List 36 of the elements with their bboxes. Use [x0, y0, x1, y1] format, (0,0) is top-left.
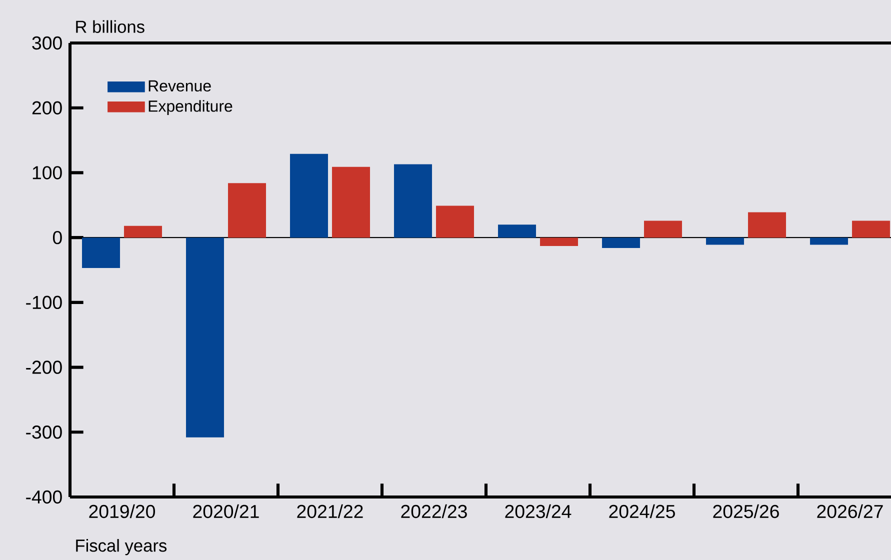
- bar: [498, 224, 536, 238]
- x-tick-label: 2023/24: [505, 504, 572, 518]
- x-tick-label: 2022/23: [401, 504, 467, 518]
- bar: [228, 183, 266, 238]
- bar: [810, 238, 848, 245]
- y-tick-label: 100: [32, 166, 62, 180]
- bar: [852, 220, 890, 238]
- x-tick-label: 2021/22: [297, 504, 363, 518]
- y-tick-label: 300: [32, 36, 62, 50]
- x-tick-label: 2026/27: [817, 504, 883, 518]
- legend-label: Revenue: [148, 80, 211, 92]
- bar: [706, 238, 744, 245]
- y-tick-label: 0: [52, 230, 62, 244]
- x-tick-label: 2019/20: [89, 504, 156, 518]
- x-axis-title: Fiscal years: [76, 539, 167, 556]
- x-tick-label: 2025/26: [713, 504, 779, 518]
- y-tick-label: 200: [32, 101, 62, 114]
- bar: [748, 212, 786, 238]
- y-axis-title: R billions: [76, 20, 144, 33]
- x-tick-label: 2020/21: [193, 504, 259, 518]
- bar: [602, 238, 640, 248]
- y-tick-label: -300: [26, 426, 62, 439]
- x-tick-label: 2024/25: [609, 504, 675, 518]
- bar: [82, 238, 120, 268]
- bar: [332, 166, 370, 238]
- bar: [644, 220, 682, 238]
- y-tick-label: -400: [26, 490, 62, 504]
- bar: [540, 238, 578, 246]
- y-tick-label: -200: [26, 360, 62, 374]
- y-tick-label: -100: [26, 296, 62, 310]
- legend-label: Expenditure: [148, 100, 232, 115]
- bar: [290, 154, 328, 238]
- bar: [436, 206, 474, 238]
- bar: [186, 238, 224, 438]
- bar: [124, 226, 162, 238]
- bar: [394, 164, 432, 238]
